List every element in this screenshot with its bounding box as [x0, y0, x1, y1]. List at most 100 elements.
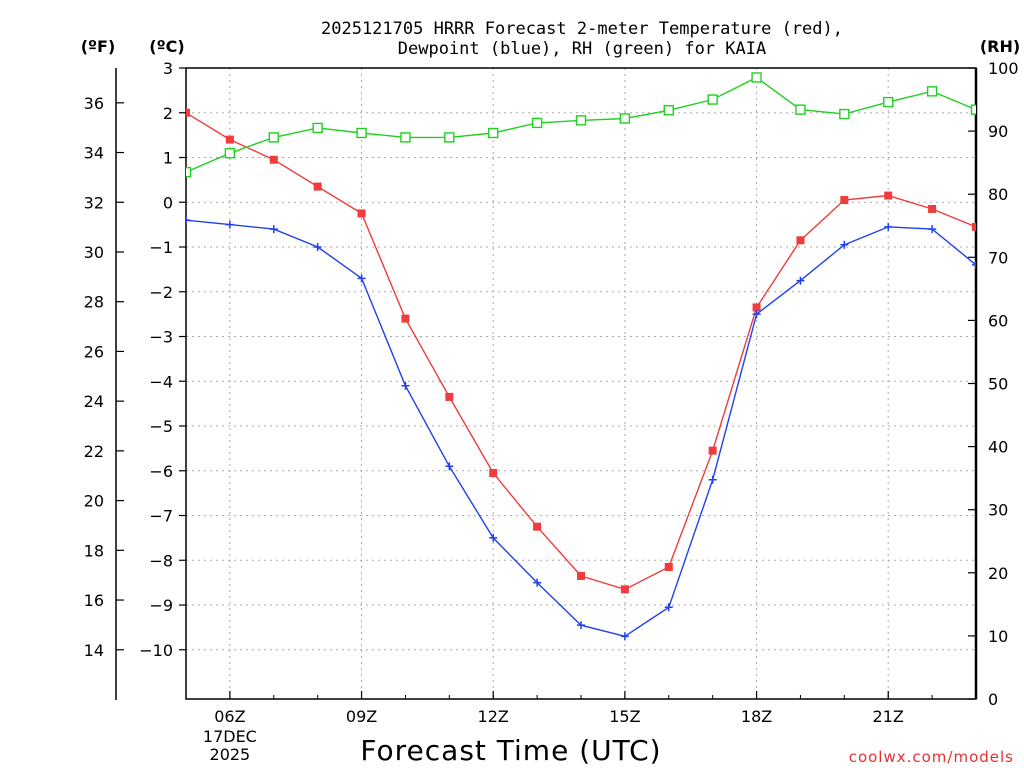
- data-point-rh: [707, 94, 718, 105]
- rh-tick-label: 50: [988, 375, 1008, 394]
- data-point-temperature: [620, 585, 629, 594]
- data-point-temperature: [796, 236, 805, 245]
- x-year-label: 2025: [210, 745, 251, 764]
- x-tick-label: 15Z: [609, 707, 640, 726]
- data-point-temperature: [928, 204, 937, 213]
- data-point-rh: [751, 72, 762, 83]
- data-point-rh: [795, 104, 806, 115]
- celsius-tick-label: −7: [149, 507, 173, 526]
- data-point-dewpoint: [357, 274, 366, 283]
- fahrenheit-tick-label: 30: [84, 243, 104, 262]
- data-point-dewpoint: [313, 243, 322, 252]
- rh-tick-label: 90: [988, 122, 1008, 141]
- celsius-tick-label: −1: [149, 238, 173, 257]
- data-point-dewpoint: [489, 533, 498, 542]
- data-point-rh: [619, 113, 631, 124]
- celsius-tick-label: −3: [149, 328, 173, 347]
- data-point-dewpoint: [928, 225, 937, 234]
- fahrenheit-axis-label: (ºF): [81, 37, 116, 56]
- chart-title-line1: 2025121705 HRRR Forecast 2-meter Tempera…: [321, 19, 843, 39]
- data-point-temperature: [840, 196, 849, 205]
- data-point-rh: [268, 132, 279, 143]
- x-date-label: 17DEC: [203, 727, 257, 746]
- data-point-rh: [312, 122, 323, 134]
- x-tick-label: 06Z: [214, 707, 245, 726]
- data-point-temperature: [533, 522, 542, 531]
- rh-tick-label: 40: [988, 438, 1008, 457]
- data-point-dewpoint: [620, 632, 629, 641]
- rh-tick-label: 10: [988, 627, 1008, 646]
- data-point-dewpoint: [752, 310, 761, 319]
- data-point-dewpoint: [269, 225, 278, 234]
- data-point-temperature: [489, 469, 498, 478]
- celsius-tick-label: −5: [149, 417, 173, 436]
- fahrenheit-tick-label: 34: [84, 144, 104, 163]
- celsius-axis-label: (ºC): [149, 37, 184, 56]
- data-point-temperature: [269, 155, 278, 164]
- data-point-rh: [224, 147, 236, 159]
- rh-tick-label: 30: [988, 501, 1008, 520]
- data-point-dewpoint: [577, 621, 585, 630]
- data-point-dewpoint: [225, 220, 234, 229]
- data-point-temperature: [401, 314, 410, 323]
- celsius-tick-label: 2: [163, 104, 173, 123]
- fahrenheit-tick-label: 24: [84, 392, 104, 411]
- celsius-tick-label: −2: [149, 283, 173, 302]
- data-point-temperature: [664, 562, 673, 571]
- data-point-rh: [883, 96, 894, 108]
- data-point-temperature: [186, 108, 190, 117]
- fahrenheit-tick-label: 32: [84, 193, 104, 212]
- data-point-temperature: [313, 182, 322, 191]
- rh-tick-label: 60: [988, 311, 1008, 330]
- data-point-temperature: [884, 191, 893, 200]
- series-dewpoint: [186, 216, 976, 641]
- series-line-temperature: [186, 112, 976, 591]
- rh-tick-label: 20: [988, 564, 1008, 583]
- fahrenheit-tick-label: 22: [84, 442, 104, 461]
- data-point-temperature: [752, 303, 761, 312]
- rh-tick-label: 0: [988, 690, 998, 709]
- series-rh: [186, 72, 976, 178]
- celsius-tick-label: 1: [163, 149, 173, 168]
- celsius-tick-label: −6: [149, 462, 173, 481]
- data-point-dewpoint: [972, 260, 976, 269]
- data-point-temperature: [445, 392, 454, 401]
- plot-frame: [185, 67, 977, 700]
- fahrenheit-tick-label: 14: [84, 641, 104, 660]
- data-point-dewpoint: [796, 276, 805, 285]
- x-tick-label: 09Z: [346, 707, 377, 726]
- fahrenheit-tick-label: 28: [84, 293, 104, 312]
- data-point-rh: [663, 105, 674, 116]
- x-tick-label: 18Z: [741, 707, 772, 726]
- fahrenheit-tick-label: 36: [84, 94, 104, 113]
- data-point-temperature: [225, 135, 234, 144]
- celsius-tick-label: −9: [149, 596, 173, 615]
- data-point-temperature: [577, 571, 585, 580]
- data-point-dewpoint: [840, 240, 849, 249]
- data-point-rh: [926, 86, 938, 97]
- data-point-rh: [575, 115, 587, 126]
- series-temperature: [186, 108, 976, 594]
- axes: 3210−1−2−3−4−5−6−7−8−9−10363432302826242…: [84, 59, 1019, 764]
- data-point-dewpoint: [884, 222, 893, 231]
- credit-text: coolwx.com/models: [849, 748, 1014, 766]
- rh-tick-label: 70: [988, 248, 1008, 267]
- data-point-rh: [186, 166, 192, 178]
- x-axis-title: Forecast Time (UTC): [360, 734, 661, 767]
- series-layer: [186, 72, 976, 641]
- data-point-rh: [400, 132, 411, 143]
- data-point-rh: [488, 127, 499, 139]
- rh-axis-label: (RH): [980, 37, 1020, 56]
- x-tick-label: 21Z: [873, 707, 904, 726]
- data-point-dewpoint: [708, 475, 717, 484]
- data-point-dewpoint: [401, 381, 410, 390]
- celsius-tick-label: −10: [139, 641, 173, 660]
- data-point-dewpoint: [664, 603, 673, 612]
- x-tick-label: 12Z: [478, 707, 509, 726]
- fahrenheit-tick-label: 18: [84, 541, 104, 560]
- fahrenheit-tick-label: 16: [84, 591, 104, 610]
- data-point-rh: [444, 132, 455, 143]
- celsius-tick-label: −4: [149, 372, 173, 391]
- fahrenheit-tick-label: 26: [84, 342, 104, 361]
- rh-tick-label: 80: [988, 185, 1008, 204]
